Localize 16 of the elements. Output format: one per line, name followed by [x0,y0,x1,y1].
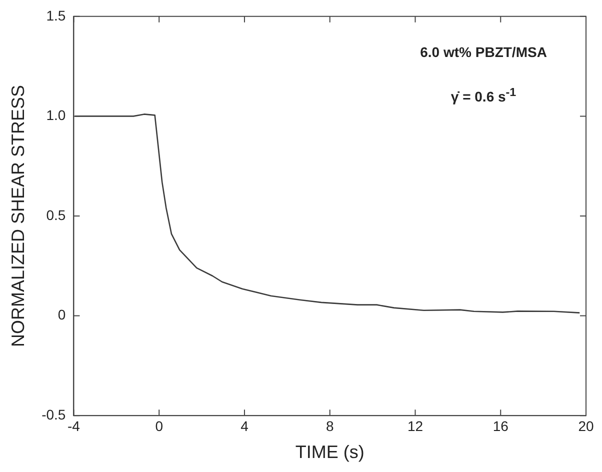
x-axis-title: TIME (s) [295,442,364,462]
x-tick-label: 8 [326,418,334,434]
annotation: γ̇ = 0.6 s$^{-1}$ [450,86,516,106]
x-tick-label: 20 [578,418,594,434]
annotation: 6.0 wt% PBZT/MSA [420,44,547,60]
y-tick-label: 1.5 [46,7,66,24]
y-tick-label: -0.5 [42,406,66,422]
y-tick-label: 0 [58,306,66,323]
x-tick-label: 4 [240,418,249,434]
y-tick-label: 0.5 [46,206,66,223]
y-axis-title: NORMALIZED SHEAR STRESS [8,84,28,348]
y-tick-label: 1.0 [46,107,66,124]
x-tick-label: 16 [492,418,509,434]
x-tick-label: 12 [407,418,424,434]
x-tick-label: 0 [155,418,164,434]
x-tick-label: -4 [67,418,80,434]
